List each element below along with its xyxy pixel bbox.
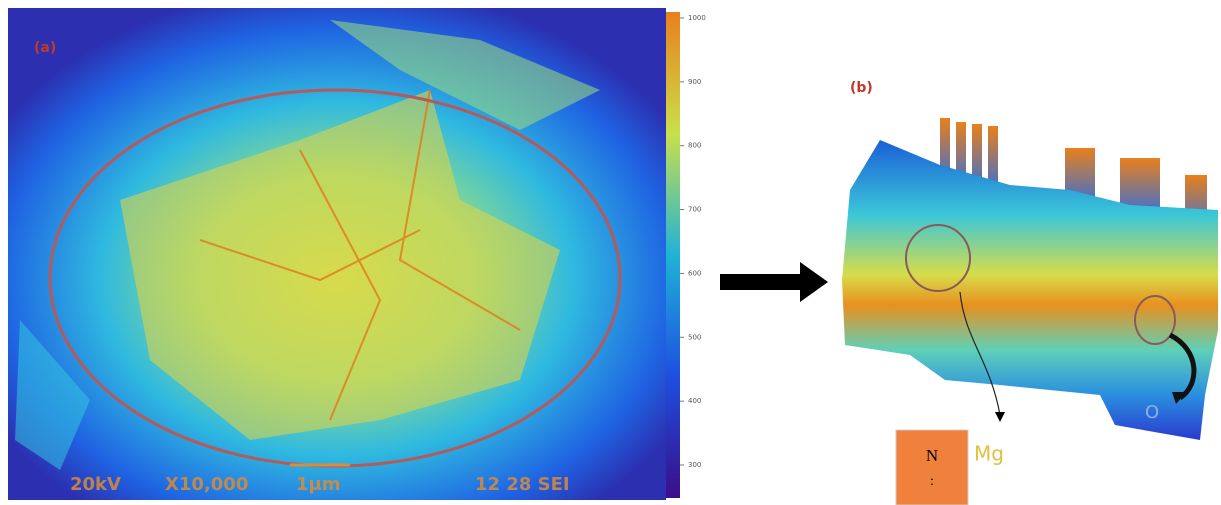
box-sub: : (930, 474, 934, 489)
annotation-box (896, 430, 968, 505)
panel-label: (b) (850, 80, 873, 96)
colorbar-label: 600 (688, 269, 701, 277)
info-text: X10,000 (165, 474, 248, 495)
element-label: Mg (974, 442, 1004, 466)
figure: (a) 20kV X10,000 1μm 12 28 SEI 1000 900 800 70… (0, 0, 1221, 505)
colorbar-label: 1000 (688, 14, 706, 22)
colorbar-label: 900 (688, 78, 701, 86)
colorbar (666, 12, 680, 498)
3d-surface (842, 140, 1218, 440)
colorbar-label: 400 (688, 397, 701, 405)
box-label: N (926, 446, 938, 465)
element-label: O (1145, 402, 1159, 423)
info-text: 12 28 SEI (475, 474, 570, 495)
pointer-head (995, 412, 1005, 422)
colorbar-label: 500 (688, 333, 701, 341)
colorbar-label: 700 (688, 206, 701, 214)
colorbar-label: 300 (688, 461, 701, 469)
colorbar-label: 800 (688, 142, 701, 150)
info-text: 20kV (70, 474, 121, 495)
info-text: 1μm (296, 474, 341, 495)
panel-label: (a) (34, 40, 56, 56)
arrow (720, 262, 828, 302)
